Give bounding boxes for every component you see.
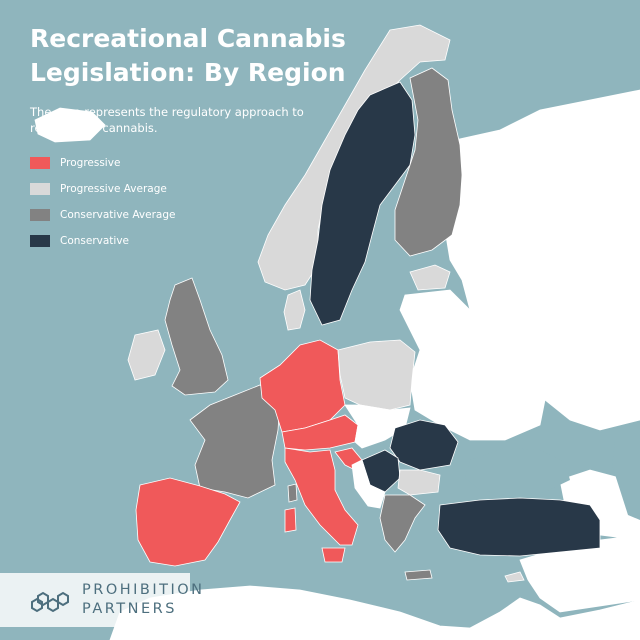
italy bbox=[284, 447, 359, 546]
denmark bbox=[283, 289, 306, 331]
poland bbox=[337, 339, 416, 411]
baltics-belarus-ukraine bbox=[399, 289, 546, 441]
cyprus bbox=[504, 571, 525, 583]
map-legend: Progressive Progressive Average Conserva… bbox=[30, 156, 175, 260]
north-africa-land bbox=[109, 585, 640, 640]
corsica bbox=[287, 483, 298, 503]
romania bbox=[389, 419, 459, 471]
brand-name: PROHIBITION PARTNERS bbox=[82, 581, 205, 619]
greece bbox=[379, 494, 426, 553]
caspian-sea bbox=[612, 435, 640, 520]
western-balkans bbox=[351, 459, 386, 509]
turkey bbox=[437, 497, 601, 557]
ireland bbox=[127, 329, 166, 381]
legend-swatch-conservative bbox=[30, 235, 50, 247]
map-title: Recreational Cannabis Legislation: By Re… bbox=[30, 22, 350, 90]
legend-item-progressive: Progressive bbox=[30, 156, 175, 170]
hexagon-cluster-icon bbox=[31, 591, 69, 613]
brand-name-line1: PROHIBITION bbox=[82, 582, 205, 598]
bulgaria bbox=[397, 469, 441, 496]
iceland bbox=[34, 107, 106, 143]
spain-portugal bbox=[135, 477, 241, 567]
legend-swatch-progressive bbox=[30, 157, 50, 169]
united-kingdom bbox=[164, 277, 229, 396]
finland bbox=[394, 67, 463, 257]
brand-name-line2: PARTNERS bbox=[82, 601, 177, 617]
legend-swatch-conservative-average bbox=[30, 209, 50, 221]
map-subtitle-line1: The map represents the regulatory approa… bbox=[30, 105, 304, 119]
legend-item-conservative: Conservative bbox=[30, 234, 175, 248]
legend-item-progressive-average: Progressive Average bbox=[30, 182, 175, 196]
map-title-line2: Legislation: By Region bbox=[30, 58, 346, 87]
brand-logo: PROHIBITION PARTNERS bbox=[0, 573, 202, 627]
sicily bbox=[321, 547, 346, 563]
legend-item-conservative-average: Conservative Average bbox=[30, 208, 175, 222]
map-subtitle-line2: recreational cannabis. bbox=[30, 121, 158, 135]
estonia bbox=[409, 264, 451, 291]
map-subtitle: The map represents the regulatory approa… bbox=[30, 104, 330, 136]
map-title-line1: Recreational Cannabis bbox=[30, 24, 346, 53]
sardinia bbox=[284, 507, 297, 533]
legend-swatch-progressive-average bbox=[30, 183, 50, 195]
crete bbox=[404, 569, 433, 581]
legend-label-progressive: Progressive bbox=[60, 157, 121, 169]
black-sea bbox=[465, 448, 570, 496]
legend-label-conservative-average: Conservative Average bbox=[60, 209, 176, 221]
legend-label-conservative: Conservative bbox=[60, 235, 130, 247]
legend-label-progressive-average: Progressive Average bbox=[60, 183, 167, 195]
sweden bbox=[309, 81, 416, 326]
